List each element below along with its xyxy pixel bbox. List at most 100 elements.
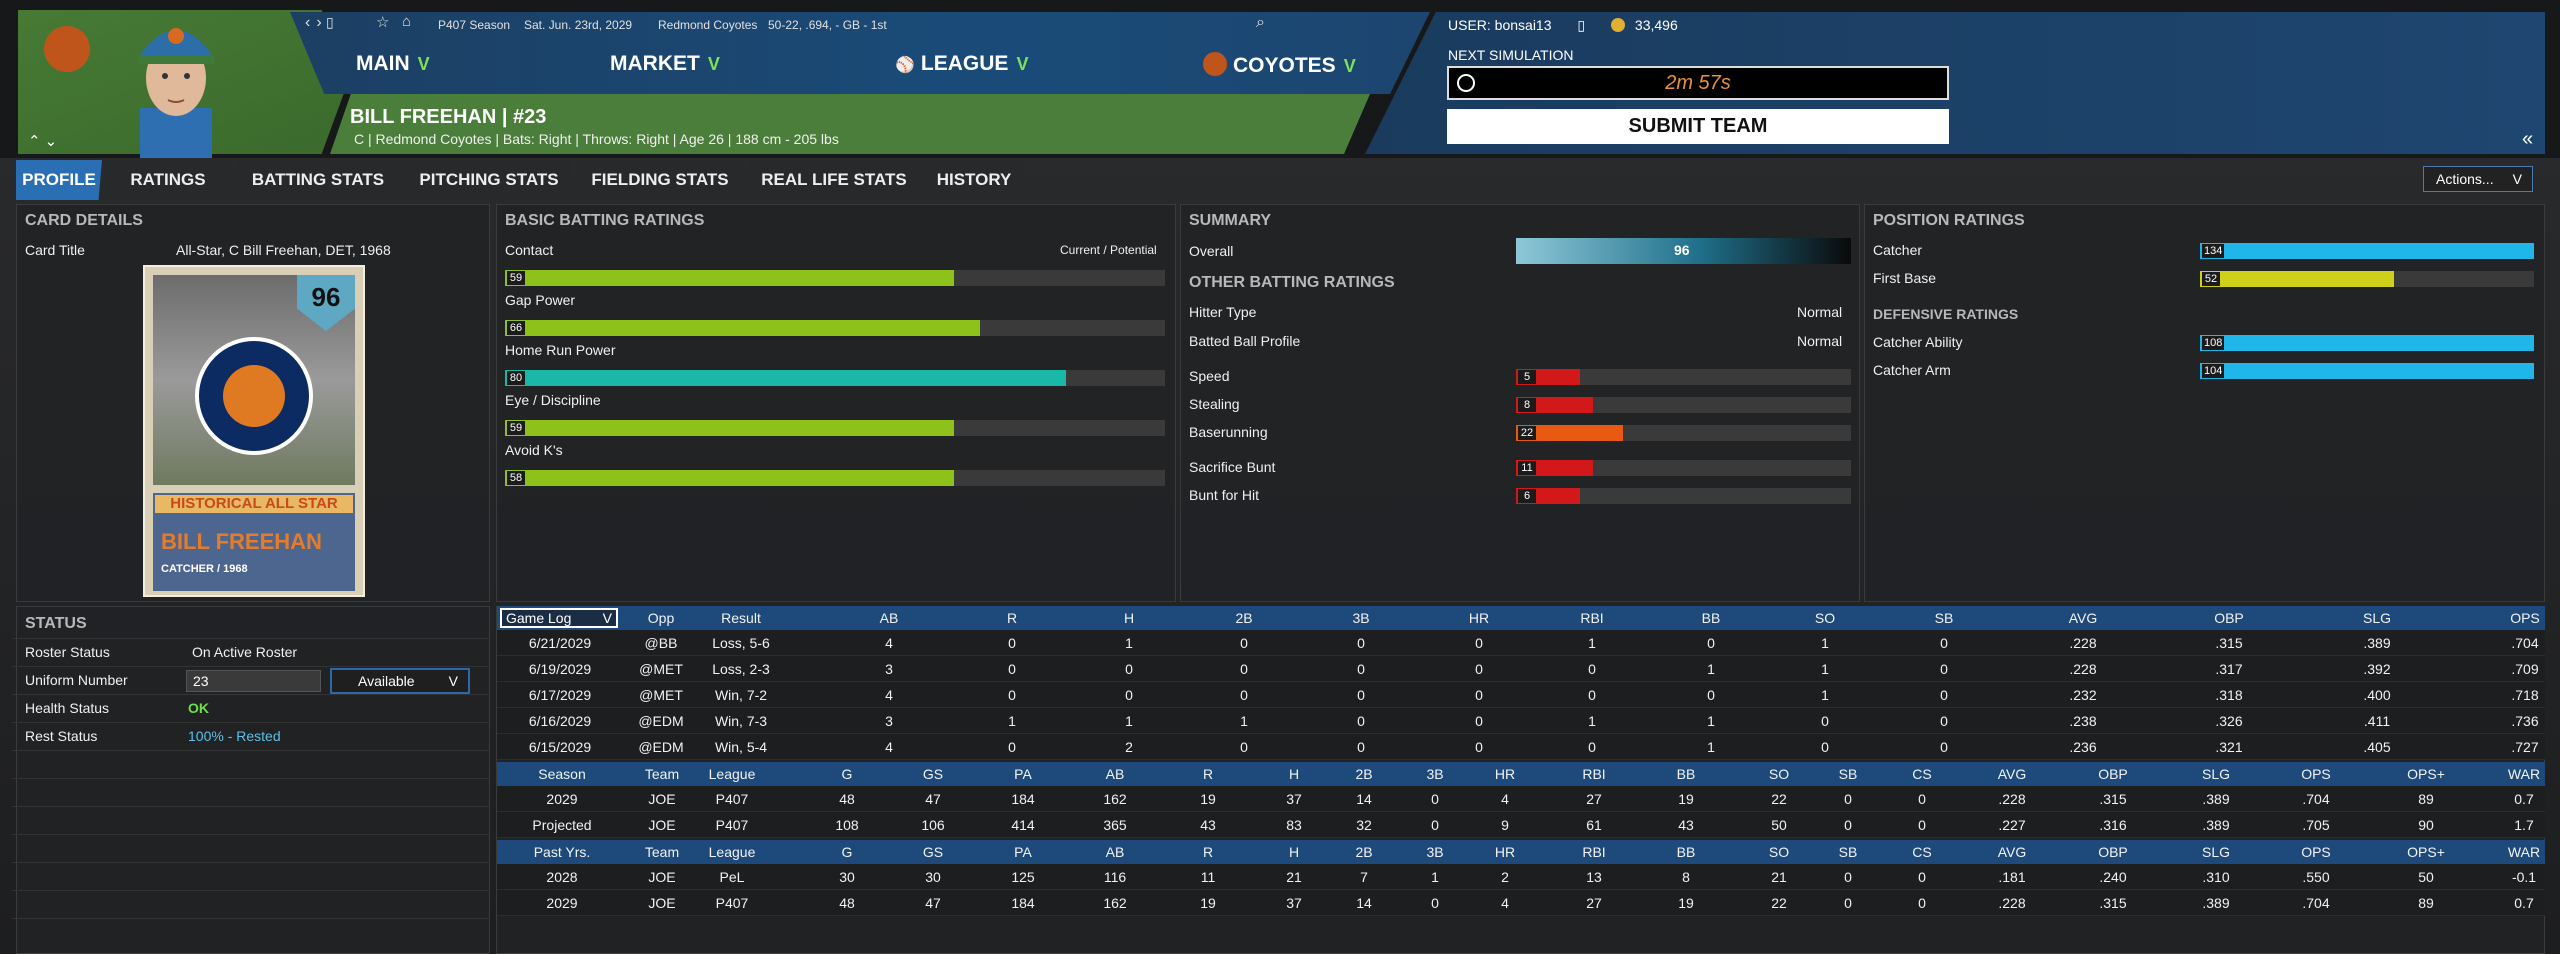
tab-pitching-stats[interactable]: PITCHING STATS: [404, 160, 574, 200]
tab-batting-stats[interactable]: BATTING STATS: [234, 160, 402, 200]
table-row[interactable]: [497, 630, 2545, 656]
phone-icon[interactable]: ▯: [1577, 17, 1586, 33]
column-header[interactable]: AVG: [2068, 610, 2098, 626]
browser-controls[interactable]: ‹›: [305, 14, 328, 31]
nav-league[interactable]: ⚾ LEAGUE V: [895, 52, 1029, 75]
column-header[interactable]: 3B: [1426, 844, 1444, 860]
table-row[interactable]: [497, 786, 2545, 812]
column-header[interactable]: 3B: [1426, 766, 1444, 782]
column-header[interactable]: Season: [538, 766, 586, 782]
column-header[interactable]: BB: [1701, 610, 1721, 626]
column-header[interactable]: RBI: [1582, 844, 1606, 860]
actions-dropdown[interactable]: Actions... V: [2423, 166, 2533, 192]
column-header[interactable]: GS: [922, 766, 944, 782]
column-header[interactable]: League: [708, 844, 756, 860]
column-header[interactable]: 2B: [1355, 844, 1373, 860]
tab-ratings[interactable]: RATINGS: [104, 160, 232, 200]
column-header[interactable]: OBP: [2214, 610, 2244, 626]
column-header[interactable]: BB: [1676, 844, 1696, 860]
table-row[interactable]: [497, 734, 2545, 760]
column-header[interactable]: Opp: [647, 610, 675, 626]
column-header[interactable]: R: [1202, 766, 1214, 782]
column-header[interactable]: OPS: [2510, 610, 2540, 626]
column-header[interactable]: AB: [1105, 766, 1125, 782]
table-cell: .318: [2215, 687, 2243, 703]
column-header[interactable]: G: [841, 844, 853, 860]
column-header[interactable]: GS: [922, 844, 944, 860]
table-row[interactable]: [497, 812, 2545, 838]
table-row[interactable]: [497, 656, 2545, 682]
column-header[interactable]: 3B: [1352, 610, 1370, 626]
column-header[interactable]: OPS+: [2407, 844, 2445, 860]
column-header[interactable]: SLG: [2362, 610, 2391, 626]
gamelog-select[interactable]: Game Log V: [500, 608, 618, 628]
table-row[interactable]: [497, 708, 2545, 734]
column-header[interactable]: SB: [1838, 766, 1858, 782]
column-header[interactable]: Team: [644, 766, 680, 782]
column-header[interactable]: CS: [1912, 844, 1932, 860]
star-icon[interactable]: ☆: [376, 14, 390, 31]
column-header[interactable]: RBI: [1580, 610, 1604, 626]
player-nav-arrows[interactable]: ⌃⌄: [28, 133, 62, 150]
uniform-number-input[interactable]: 23: [186, 670, 321, 692]
column-header[interactable]: H: [1123, 610, 1135, 626]
tab-history[interactable]: HISTORY: [924, 160, 1024, 200]
column-header[interactable]: Team: [644, 844, 680, 860]
column-header[interactable]: Result: [721, 610, 761, 626]
tab-profile[interactable]: PROFILE: [16, 160, 102, 200]
column-header[interactable]: OBP: [2098, 844, 2128, 860]
column-header[interactable]: SO: [1768, 766, 1790, 782]
column-header[interactable]: BB: [1676, 766, 1696, 782]
column-header[interactable]: AVG: [1997, 844, 2027, 860]
table-cell: 0: [1918, 791, 1926, 807]
column-header[interactable]: SO: [1814, 610, 1836, 626]
column-header[interactable]: HR: [1468, 610, 1490, 626]
column-header[interactable]: SLG: [2201, 844, 2230, 860]
home-icon[interactable]: ⌂: [402, 13, 412, 30]
phone-icon[interactable]: ▯: [326, 14, 334, 30]
nav-coyotes[interactable]: COYOTES V: [1203, 52, 1356, 78]
column-header[interactable]: SO: [1768, 844, 1790, 860]
nav-main[interactable]: MAIN V: [356, 52, 430, 75]
column-header[interactable]: PA: [1014, 766, 1032, 782]
column-header[interactable]: OPS: [2301, 844, 2331, 860]
column-header[interactable]: R: [1006, 610, 1018, 626]
column-header[interactable]: 2B: [1235, 610, 1253, 626]
column-header[interactable]: WAR: [2507, 844, 2541, 860]
submit-team-button[interactable]: SUBMIT TEAM: [1447, 109, 1949, 144]
player-card[interactable]: 96 HISTORICAL ALL STAR BILL FREEHAN CATC…: [143, 265, 365, 597]
tab-fielding-stats[interactable]: FIELDING STATS: [576, 160, 744, 200]
column-header[interactable]: AB: [879, 610, 899, 626]
tab-real-life-stats[interactable]: REAL LIFE STATS: [746, 160, 922, 200]
column-header[interactable]: AB: [1105, 844, 1125, 860]
column-header[interactable]: R: [1202, 844, 1214, 860]
column-header[interactable]: H: [1288, 844, 1300, 860]
search-icon[interactable]: ⌕: [1256, 14, 1265, 31]
table-row[interactable]: [497, 682, 2545, 708]
column-header[interactable]: OBP: [2098, 766, 2128, 782]
position-title: POSITION RATINGS: [1873, 212, 2025, 229]
column-header[interactable]: 2B: [1355, 766, 1373, 782]
column-header[interactable]: OPS+: [2407, 766, 2445, 782]
column-header[interactable]: SLG: [2201, 766, 2230, 782]
availability-select[interactable]: Available V: [330, 668, 470, 694]
column-header[interactable]: SB: [1838, 844, 1858, 860]
column-header[interactable]: HR: [1494, 766, 1516, 782]
column-header[interactable]: WAR: [2507, 766, 2541, 782]
column-header[interactable]: H: [1288, 766, 1300, 782]
column-header[interactable]: CS: [1912, 766, 1932, 782]
nav-market[interactable]: MARKET V: [610, 52, 720, 75]
collapse-icon[interactable]: «: [2522, 128, 2534, 150]
column-header[interactable]: Past Yrs.: [533, 844, 591, 860]
column-header[interactable]: HR: [1494, 844, 1516, 860]
column-header[interactable]: AVG: [1997, 766, 2027, 782]
column-header[interactable]: SB: [1934, 610, 1954, 626]
table-cell: .736: [2511, 713, 2539, 729]
table-row[interactable]: [497, 864, 2545, 890]
column-header[interactable]: PA: [1014, 844, 1032, 860]
column-header[interactable]: RBI: [1582, 766, 1606, 782]
column-header[interactable]: League: [708, 766, 756, 782]
column-header[interactable]: OPS: [2301, 766, 2331, 782]
column-header[interactable]: G: [841, 766, 853, 782]
table-row[interactable]: [497, 890, 2545, 916]
